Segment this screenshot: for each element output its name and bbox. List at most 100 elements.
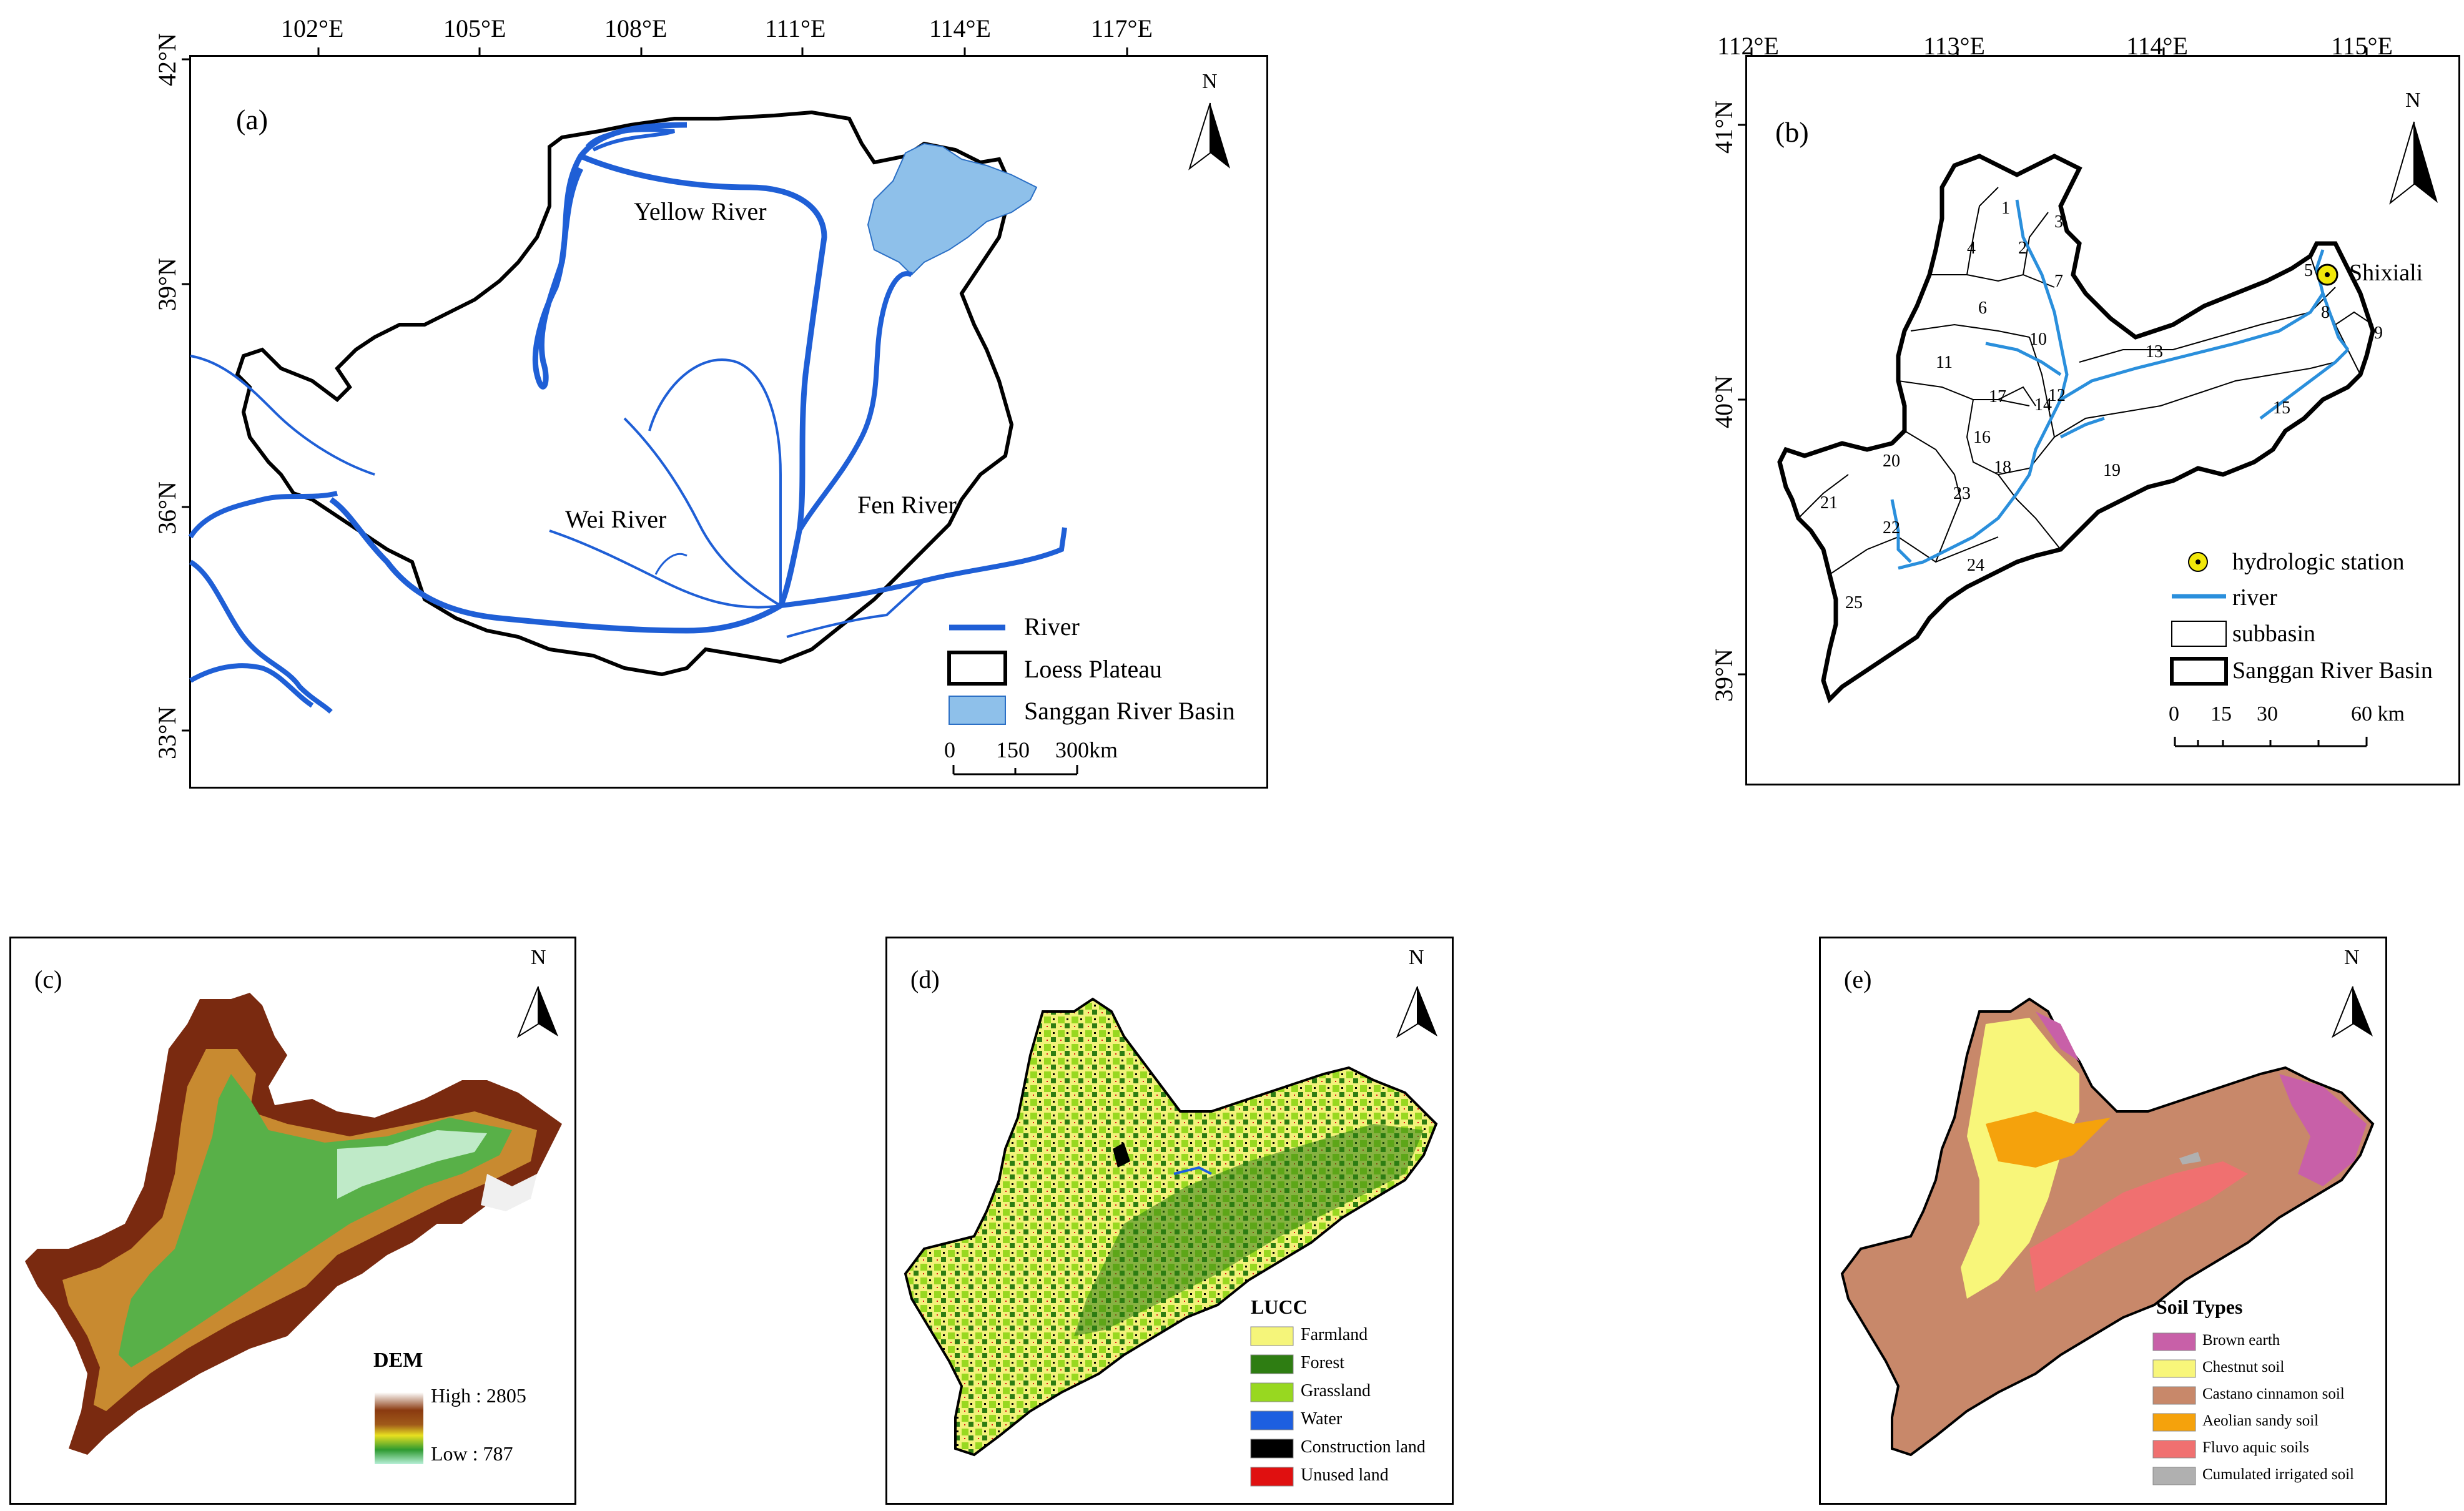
subbasin-7: 7 [2054,272,2063,291]
subbasin-12: 12 [2048,386,2066,405]
subbasin-24: 24 [1967,556,1984,575]
fen-river [797,271,913,533]
subbasin-22: 22 [1883,518,1900,538]
scale-b-30: 30 [2257,702,2278,726]
lucc-legend-swatches [1250,1326,1294,1487]
subbasin-14: 14 [2034,395,2052,415]
soil-irrigated [2179,1152,2201,1164]
lon-tick-a-2: 105°E [443,14,506,42]
legend-a-loess: Loess Plateau [1024,655,1163,683]
station-label: Shixiali [2349,260,2423,286]
panel-a-frame [189,55,1268,789]
scale-b-0: 0 [2169,702,2179,726]
scale-a-300: 300km [1055,737,1118,762]
yellow-river-lower2 [786,579,925,638]
soil-fluvo-label: Fluvo aquic soils [2202,1439,2309,1456]
lon-tick-a-4: 111°E [765,14,826,42]
subbasin-5: 5 [2304,261,2313,280]
dem-legend-title: DEM [373,1349,423,1372]
soil-legend-title: Soil Types [2156,1296,2243,1318]
scale-a-0: 0 [944,737,955,762]
subbasin-20: 20 [1883,451,1900,471]
soil-brown-2 [2036,1011,2079,1061]
legend-b-river: river [2232,584,2277,611]
panel-d-label: (d) [910,965,940,993]
lucc-grassland: Grassland [1301,1381,1371,1400]
wei-river [549,529,781,609]
panel-b-label: (b) [1775,116,1809,148]
lon-tick-b-2: 113°E [1923,32,1985,60]
soil-chestnut-label: Chestnut soil [2202,1359,2285,1376]
subbasin-18: 18 [1994,458,2011,477]
label-fen-river: Fen River [857,491,957,519]
west-river-3 [189,559,333,714]
dem-high: High : 2805 [431,1384,526,1407]
lucc-forest-zone [1074,1124,1424,1336]
panel-c-label: (c) [34,965,62,993]
subbasin-11: 11 [1936,353,1953,372]
wei-river-trib3 [654,553,687,575]
yellow-river-lower [780,527,1067,608]
north-label-a: N [1202,70,1218,93]
scale-b-60: 60 km [2351,702,2405,726]
dem-basin-whitepatches [481,1174,537,1211]
scale-bar-a [952,765,1078,775]
lucc-water-label: Water [1301,1409,1343,1429]
sanggan-basin-area [867,142,1038,276]
north-label-d: N [1409,946,1424,969]
subbasin-4: 4 [1967,239,1976,258]
yellow-river-upper [585,128,675,152]
lucc-farmland: Farmland [1301,1325,1368,1344]
lon-tick-b-3: 114°E [2126,32,2188,60]
loess-plateau-outline [235,110,1014,677]
soil-brown-earth: Brown earth [2202,1332,2280,1349]
soil-castano-label: Castano cinnamon soil [2202,1385,2345,1402]
lon-tick-b-4: 115°E [2331,32,2393,60]
scale-a-150: 150 [996,737,1030,762]
yellow-river [329,122,827,634]
wei-river-trib2 [648,358,782,606]
sanggan-basin-outline [1777,154,2375,704]
soil-brown [2279,1074,2367,1186]
subbasin-19: 19 [2103,461,2121,480]
subbasin-23: 23 [1953,484,1971,503]
soil-aeolian [1986,1111,2111,1168]
scale-bar-b [2174,737,2368,747]
dem-basin-lightgreen [337,1130,487,1199]
legend-basin-box [949,696,1006,725]
west-river-2 [188,491,338,539]
soil-legend-swatches [2152,1332,2196,1485]
lon-tick-a-1: 102°E [281,14,344,42]
subbasin-17: 17 [1989,387,2006,406]
subbasin-10: 10 [2029,330,2047,349]
lucc-water [1173,1166,1212,1175]
legend-a-basin: Sanggan River Basin [1024,697,1235,725]
subbasin-1: 1 [2001,199,2010,218]
lucc-construction-label: Construction land [1301,1437,1426,1457]
subbasin-8: 8 [2321,303,2330,322]
legend-b-station: hydrologic station [2232,549,2405,575]
lucc-construction [1113,1143,1130,1168]
lucc-unused-label: Unused land [1301,1465,1389,1485]
soil-aeolian-label: Aeolian sandy soil [2202,1412,2319,1429]
west-river-1 [190,355,375,476]
lon-tick-a-3: 108°E [604,14,668,42]
north-label-c: N [531,946,546,969]
lucc-forest: Forest [1301,1353,1344,1372]
subbasin-25: 25 [1845,593,1863,613]
legend-a-river: River [1024,613,1080,641]
subbasin-16: 16 [1973,428,1991,447]
subbasin-15: 15 [2273,398,2290,418]
subbasin-13: 13 [2146,342,2163,362]
lon-tick-a-5: 114°E [929,14,991,42]
label-wei-river: Wei River [565,505,667,533]
subbasin-9: 9 [2374,323,2383,343]
wei-river-trib [623,417,782,607]
panel-e-label: (e) [1844,965,1872,993]
soil-irrigated-label: Cumulated irrigated soil [2202,1466,2355,1483]
